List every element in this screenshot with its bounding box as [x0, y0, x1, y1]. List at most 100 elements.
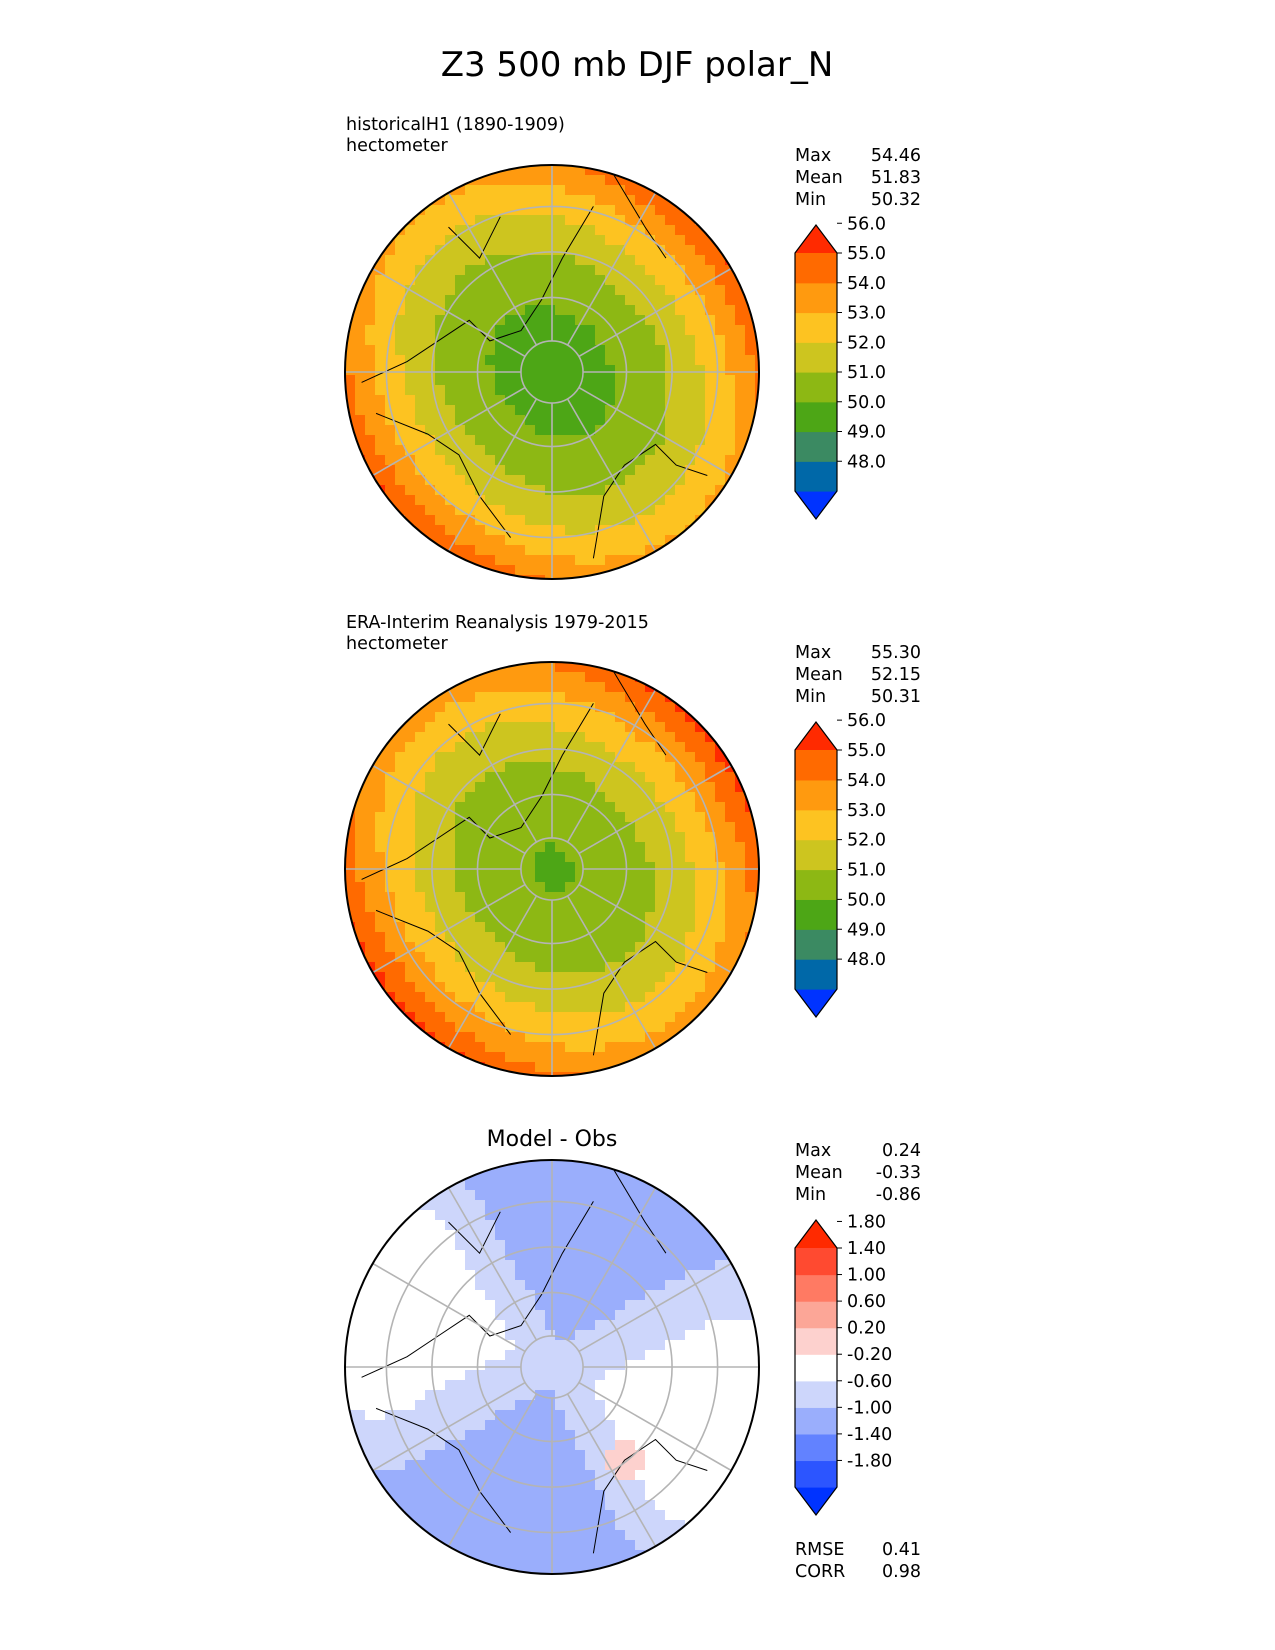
- map-cell: [615, 375, 626, 386]
- map-cell: [595, 465, 606, 476]
- map-cell: [595, 355, 606, 366]
- map-cell: [515, 335, 526, 346]
- map-cell: [445, 475, 456, 486]
- map-cell: [515, 1250, 526, 1261]
- map-cell: [455, 425, 466, 436]
- map-cell: [535, 682, 546, 693]
- map-cell: [665, 245, 676, 256]
- meridian-line: [578, 267, 732, 358]
- map-cell: [585, 415, 596, 426]
- map-cell: [415, 862, 426, 873]
- map-cell: [675, 1370, 686, 1381]
- map-cell: [635, 305, 646, 316]
- map-cell: [455, 1530, 466, 1541]
- map-cell: [415, 435, 426, 446]
- map-cell: [585, 335, 596, 346]
- map-cell: [385, 305, 396, 316]
- map-cell: [365, 1290, 376, 1301]
- map-cell: [605, 435, 616, 446]
- map-cell: [625, 1052, 636, 1063]
- map-cell: [635, 792, 646, 803]
- map-cell: [375, 832, 386, 843]
- map-cell: [605, 285, 616, 296]
- map-cell: [365, 275, 376, 286]
- map-cell: [505, 315, 516, 326]
- map-cell: [615, 1530, 626, 1541]
- map-cell: [695, 1490, 706, 1501]
- map-cell: [455, 822, 466, 833]
- map-cell: [525, 692, 536, 703]
- map-cell: [545, 782, 556, 793]
- map-cell: [375, 842, 386, 853]
- map-cell: [565, 1460, 576, 1471]
- map-cell: [485, 952, 496, 963]
- map-cell: [495, 375, 506, 386]
- map-cell: [575, 992, 586, 1003]
- map-cell: [685, 515, 696, 526]
- map-cell: [445, 1450, 456, 1461]
- map-cell: [665, 405, 676, 416]
- map-cell: [605, 812, 616, 823]
- map-cell: [475, 1360, 486, 1371]
- map-cell: [715, 772, 726, 783]
- map-cell: [375, 435, 386, 446]
- map-cell: [735, 882, 746, 893]
- map-cell: [495, 1540, 506, 1551]
- map-cell: [395, 1380, 406, 1391]
- map-cell: [735, 942, 746, 953]
- map-cell: [455, 515, 466, 526]
- map-cell: [365, 325, 376, 336]
- map-cell: [545, 1210, 556, 1221]
- map-cell: [685, 732, 696, 743]
- map-cell: [565, 555, 576, 566]
- map-cell: [505, 345, 516, 356]
- map-cell: [355, 832, 366, 843]
- map-cell: [425, 1340, 436, 1351]
- map-cell: [545, 1290, 556, 1301]
- map-cell: [535, 1200, 546, 1211]
- map-cell: [655, 932, 666, 943]
- map-cell: [505, 1270, 516, 1281]
- map-cell: [625, 375, 636, 386]
- map-cell: [355, 425, 366, 436]
- map-cell: [585, 285, 596, 296]
- map-cell: [595, 1470, 606, 1481]
- map-cell: [425, 812, 436, 823]
- map-cell: [665, 495, 676, 506]
- map-cell: [385, 852, 396, 863]
- map-cell: [485, 1180, 496, 1191]
- map-cell: [515, 792, 526, 803]
- map-cell: [555, 315, 566, 326]
- map-cell: [525, 265, 536, 276]
- map-cell: [525, 535, 536, 546]
- map-cell: [705, 1330, 716, 1341]
- map-cell: [385, 315, 396, 326]
- map-cell: [465, 1330, 476, 1341]
- map-cell: [415, 1280, 426, 1291]
- map-cell: [555, 772, 566, 783]
- map-cell: [485, 425, 496, 436]
- map-cell: [645, 782, 656, 793]
- map-cell: [355, 1360, 366, 1371]
- map-cell: [415, 265, 426, 276]
- map-cell: [555, 932, 566, 943]
- panel-test: historicalH1 (1890-1909) hectometer Max …: [344, 115, 921, 580]
- map-cell: [495, 355, 506, 366]
- map-cell: [685, 1360, 696, 1371]
- map-cell: [495, 255, 506, 266]
- map-cell: [405, 942, 416, 953]
- map-cell: [555, 782, 566, 793]
- map-cell: [455, 1330, 466, 1341]
- map-cell: [655, 425, 666, 436]
- map-cell: [555, 692, 566, 703]
- map-cell: [565, 1380, 576, 1391]
- map-cell: [655, 1012, 666, 1023]
- map-cell: [525, 852, 536, 863]
- map-cell: [485, 1210, 496, 1221]
- map-cell: [365, 822, 376, 833]
- map-cell: [745, 375, 756, 386]
- map-cell: [615, 285, 626, 296]
- map-cell: [625, 1370, 636, 1381]
- map-cell: [355, 1310, 366, 1321]
- map-cell: [705, 762, 716, 773]
